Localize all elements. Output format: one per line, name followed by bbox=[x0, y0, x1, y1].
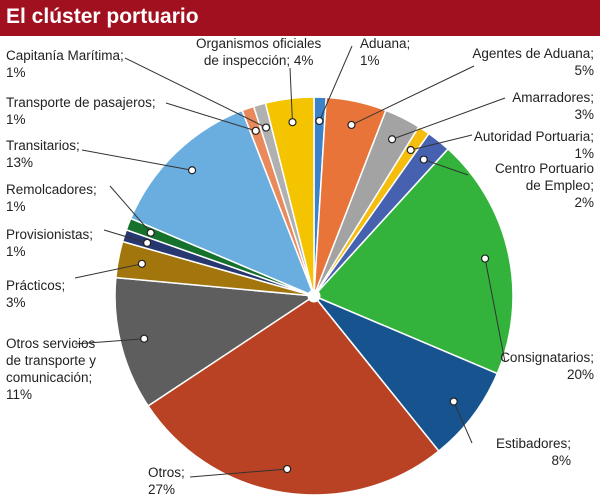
pie-slices bbox=[114, 96, 514, 496]
leader-line-9 bbox=[74, 263, 142, 279]
label-centro-line1: Centro Portuario bbox=[494, 161, 594, 176]
pie-slice-estibadores bbox=[313, 295, 499, 453]
label-agentes-name: Agentes de Aduana; bbox=[472, 46, 594, 61]
leader-line-14 bbox=[124, 57, 267, 129]
label-organismos-line1: Organismos oficiales bbox=[196, 36, 322, 51]
leader-line-6 bbox=[453, 401, 473, 444]
leader-line-15 bbox=[289, 67, 293, 123]
label-otros: Otros; 27% bbox=[148, 464, 185, 498]
slice-marker-dot-5 bbox=[480, 254, 490, 263]
leader-line-3 bbox=[410, 134, 473, 151]
slice-marker-dot-6 bbox=[449, 397, 458, 406]
label-transitarios-name: Transitarios; bbox=[6, 138, 80, 153]
label-remolcadores-name: Remolcadores; bbox=[6, 182, 97, 197]
label-otros-pct: 27% bbox=[148, 482, 176, 497]
slice-marker-dot-12 bbox=[187, 166, 197, 175]
label-amarradores-name: Amarradores; bbox=[512, 90, 594, 105]
label-amarradores: Amarradores; 3% bbox=[460, 89, 594, 123]
slice-marker-dot-8 bbox=[140, 334, 149, 343]
label-provisionistas-pct: 1% bbox=[6, 244, 26, 259]
slice-marker-dot-1 bbox=[347, 120, 356, 130]
label-centro-pct: 2% bbox=[574, 195, 594, 210]
label-provisionistas: Provisionistas; 1% bbox=[6, 226, 93, 260]
leader-line-1 bbox=[351, 65, 475, 126]
pie-slice-transitarios bbox=[129, 109, 316, 298]
label-practicos: Prácticos; 3% bbox=[6, 277, 65, 311]
slice-marker-dot-9 bbox=[137, 259, 146, 268]
leader-line-12 bbox=[81, 149, 193, 171]
label-transporte-pct: 1% bbox=[6, 112, 26, 127]
leader-line-5 bbox=[484, 258, 506, 363]
label-aduana: Aduana; 1% bbox=[360, 35, 410, 69]
pie-center-dot bbox=[307, 289, 321, 303]
label-consignatarios-pct: 20% bbox=[566, 367, 594, 382]
label-organismos-line2: de inspección; 4% bbox=[203, 53, 314, 68]
slice-marker-dot-0 bbox=[315, 116, 324, 126]
label-autoridad: Autoridad Portuaria; 1% bbox=[440, 128, 594, 162]
label-otrosserv-line1: Otros servicios bbox=[6, 336, 96, 351]
slice-marker-dot-11 bbox=[146, 228, 155, 237]
label-capitania-name: Capitanía Marítima; bbox=[6, 48, 124, 63]
label-aduana-pct: 1% bbox=[360, 53, 380, 68]
leader-line-7 bbox=[189, 468, 288, 478]
label-consignatarios-name: Consignatarios; bbox=[500, 350, 594, 365]
label-transitarios: Transitarios; 13% bbox=[6, 137, 80, 171]
label-remolcadores: Remolcadores; 1% bbox=[6, 181, 97, 215]
label-centro-line2: de Empleo; bbox=[525, 178, 594, 193]
slice-marker-dot-4 bbox=[419, 155, 428, 164]
slice-marker-dot-14 bbox=[261, 123, 271, 132]
label-organismos: Organismos oficiales de inspección; 4% bbox=[196, 35, 321, 69]
label-otrosserv-line2: de transporte y bbox=[6, 353, 97, 368]
label-estibadores: Estibadores; 8% bbox=[470, 435, 571, 469]
slice-marker-dot-7 bbox=[283, 464, 292, 474]
label-centro: Centro Portuario de Empleo; 2% bbox=[460, 160, 594, 211]
leader-line-0 bbox=[318, 45, 353, 122]
label-estibadores-name: Estibadores; bbox=[495, 436, 571, 451]
label-provisionistas-name: Provisionistas; bbox=[6, 227, 94, 242]
title-underline bbox=[0, 34, 600, 36]
label-otros-name: Otros; bbox=[148, 465, 185, 480]
label-capitania: Capitanía Marítima; 1% bbox=[6, 47, 124, 81]
label-transitarios-pct: 13% bbox=[6, 155, 34, 170]
leader-line-10 bbox=[103, 229, 148, 244]
label-aduana-name: Aduana; bbox=[360, 36, 411, 51]
label-consignatarios: Consignatarios; 20% bbox=[480, 349, 594, 383]
pie-slice-consignatarios bbox=[312, 147, 514, 375]
pie-slice-otros-servicios-de-transporte-y-comunicación bbox=[114, 276, 317, 407]
slice-marker-dot-3 bbox=[406, 145, 415, 155]
label-capitania-pct: 1% bbox=[6, 65, 26, 80]
pie-slice-organismos-oficiales-de-inspección bbox=[264, 96, 315, 297]
label-practicos-pct: 3% bbox=[6, 295, 26, 310]
slice-marker-dot-10 bbox=[143, 238, 152, 248]
label-practicos-name: Prácticos; bbox=[6, 278, 66, 293]
label-otrosserv-pct: 11% bbox=[6, 387, 33, 402]
leader-lines bbox=[74, 45, 506, 478]
label-amarradores-pct: 3% bbox=[574, 107, 594, 122]
label-remolcadores-pct: 1% bbox=[6, 199, 26, 214]
label-agentes-pct: 5% bbox=[574, 63, 594, 78]
leader-line-4 bbox=[423, 159, 469, 176]
label-transporte-name: Transporte de pasajeros; bbox=[6, 95, 156, 110]
chart-title: El clúster portuario bbox=[6, 5, 199, 28]
leader-line-13 bbox=[165, 102, 256, 132]
pie-slice-otros bbox=[147, 294, 440, 496]
label-otros-servicios: Otros servicios de transporte y comunica… bbox=[6, 335, 96, 403]
label-transporte: Transporte de pasajeros; 1% bbox=[6, 94, 156, 128]
leader-line-11 bbox=[109, 185, 152, 234]
label-estibadores-pct: 8% bbox=[551, 453, 571, 468]
title-bar: El clúster portuario bbox=[0, 0, 600, 34]
label-otrosserv-line3: comunicación; bbox=[6, 370, 93, 385]
slice-marker-dot-2 bbox=[387, 135, 397, 144]
slice-marker-dot-15 bbox=[288, 118, 297, 127]
slice-marker-dot-13 bbox=[251, 126, 260, 135]
label-autoridad-name: Autoridad Portuaria; bbox=[473, 129, 594, 144]
leader-line-2 bbox=[391, 97, 506, 140]
label-autoridad-pct: 1% bbox=[574, 146, 594, 161]
label-agentes: Agentes de Aduana; 5% bbox=[440, 45, 594, 79]
leader-line-8 bbox=[74, 338, 145, 345]
